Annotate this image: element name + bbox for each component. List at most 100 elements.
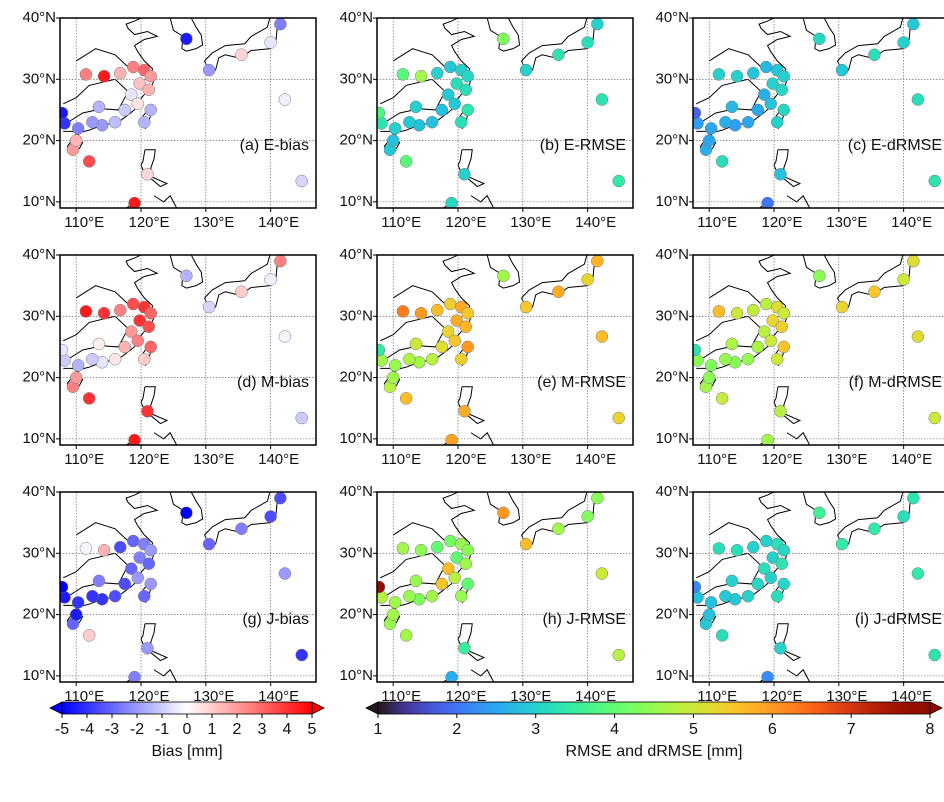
station-point bbox=[907, 492, 920, 505]
station-point bbox=[114, 66, 127, 80]
x-tick-label: 120°E bbox=[128, 214, 169, 231]
station-point bbox=[131, 334, 145, 348]
station-point bbox=[142, 320, 156, 333]
map-background bbox=[60, 18, 316, 208]
station-point bbox=[295, 648, 308, 662]
map-area bbox=[377, 492, 633, 682]
station-point bbox=[138, 589, 151, 603]
station-point bbox=[445, 670, 458, 682]
station-point bbox=[455, 589, 468, 603]
panel-frame bbox=[692, 17, 944, 209]
station-point bbox=[450, 77, 463, 90]
y-tick-label: 40°N bbox=[339, 483, 373, 500]
station-point bbox=[751, 340, 765, 354]
coastline bbox=[169, 18, 204, 52]
y-tick-label: 40°N bbox=[655, 9, 689, 26]
station-point bbox=[144, 103, 157, 117]
station-point bbox=[125, 325, 138, 338]
y-tick-label: 10°N bbox=[22, 193, 56, 210]
station-point bbox=[715, 629, 729, 642]
coastline bbox=[521, 18, 602, 72]
station-point bbox=[461, 543, 474, 557]
station-point bbox=[747, 303, 760, 317]
station-point bbox=[264, 510, 277, 523]
coastline bbox=[204, 255, 285, 309]
y-tick-label: 30°N bbox=[22, 70, 56, 87]
x-tick-label: 140°E bbox=[258, 451, 299, 468]
station-point bbox=[108, 352, 122, 366]
station-point bbox=[775, 320, 789, 333]
station-point bbox=[60, 343, 69, 357]
station-point bbox=[142, 83, 156, 96]
station-point bbox=[461, 306, 474, 320]
map-background bbox=[693, 18, 944, 208]
station-point bbox=[377, 580, 386, 594]
station-point bbox=[388, 596, 402, 609]
coastline bbox=[204, 492, 285, 546]
panel-title: (c) E-dRMSE bbox=[848, 137, 942, 154]
map-panel: (i) J-dRMSE 10°N 20°N 30°N 40°N 110°E 120°E 130… bbox=[655, 483, 944, 705]
x-tick-label: 140°E bbox=[891, 214, 932, 231]
station-point bbox=[591, 255, 604, 268]
coastline bbox=[153, 194, 178, 208]
station-point bbox=[409, 100, 423, 114]
map-area bbox=[693, 255, 944, 445]
station-point bbox=[868, 285, 881, 299]
colorbar-tick-label: 5 bbox=[308, 721, 317, 738]
station-point bbox=[450, 551, 463, 564]
station-point bbox=[82, 629, 96, 642]
station-point bbox=[907, 255, 920, 268]
y-tick-label: 20°N bbox=[655, 606, 689, 623]
station-point bbox=[741, 115, 755, 129]
x-tick-label: 110°E bbox=[381, 688, 421, 705]
station-point bbox=[128, 433, 141, 445]
station-point bbox=[704, 359, 718, 372]
panel-title: (h) J-RMSE bbox=[542, 611, 626, 628]
map-area bbox=[60, 255, 316, 445]
station-point bbox=[133, 77, 146, 90]
x-tick-label: 110°E bbox=[697, 214, 737, 231]
x-tick-label: 140°E bbox=[575, 214, 616, 231]
coastline bbox=[802, 18, 837, 52]
station-point bbox=[868, 48, 881, 62]
x-tick-label: 140°E bbox=[258, 214, 299, 231]
station-point bbox=[835, 537, 849, 551]
station-point bbox=[69, 134, 83, 147]
station-point bbox=[396, 542, 410, 555]
colorbar-extend-high bbox=[929, 701, 943, 715]
station-point bbox=[704, 596, 718, 609]
coastline bbox=[521, 255, 588, 299]
station-point bbox=[126, 534, 140, 548]
station-point bbox=[702, 134, 716, 147]
coastline bbox=[204, 255, 271, 299]
map-panel: (c) E-dRMSE 10°N 20°N 30°N 40°N 110°E 120°E 130… bbox=[655, 9, 944, 231]
map-area bbox=[693, 18, 944, 208]
y-tick-label: 30°N bbox=[655, 544, 689, 561]
station-point bbox=[777, 69, 790, 83]
station-point bbox=[907, 18, 920, 31]
station-point bbox=[403, 115, 416, 129]
station-point bbox=[612, 174, 625, 188]
map-area bbox=[693, 492, 944, 682]
coastline bbox=[140, 386, 169, 425]
station-point bbox=[82, 155, 96, 168]
y-tick-label: 10°N bbox=[655, 430, 689, 447]
station-point bbox=[730, 69, 744, 83]
station-point bbox=[409, 574, 423, 588]
colorbar-tick-label: 1 bbox=[374, 721, 383, 738]
station-point bbox=[414, 306, 428, 320]
station-point bbox=[60, 580, 69, 594]
station-point bbox=[445, 196, 458, 208]
station-point bbox=[448, 334, 462, 348]
station-point bbox=[761, 433, 774, 445]
station-point bbox=[730, 543, 744, 557]
station-point bbox=[712, 305, 726, 318]
x-tick-label: 130°E bbox=[826, 451, 867, 468]
station-point bbox=[777, 103, 790, 117]
station-point bbox=[777, 543, 790, 557]
coastline bbox=[392, 48, 446, 68]
coastline bbox=[708, 522, 762, 542]
station-point bbox=[774, 405, 787, 418]
colorbar-tick-label: 2 bbox=[452, 721, 461, 738]
station-point bbox=[202, 300, 216, 314]
